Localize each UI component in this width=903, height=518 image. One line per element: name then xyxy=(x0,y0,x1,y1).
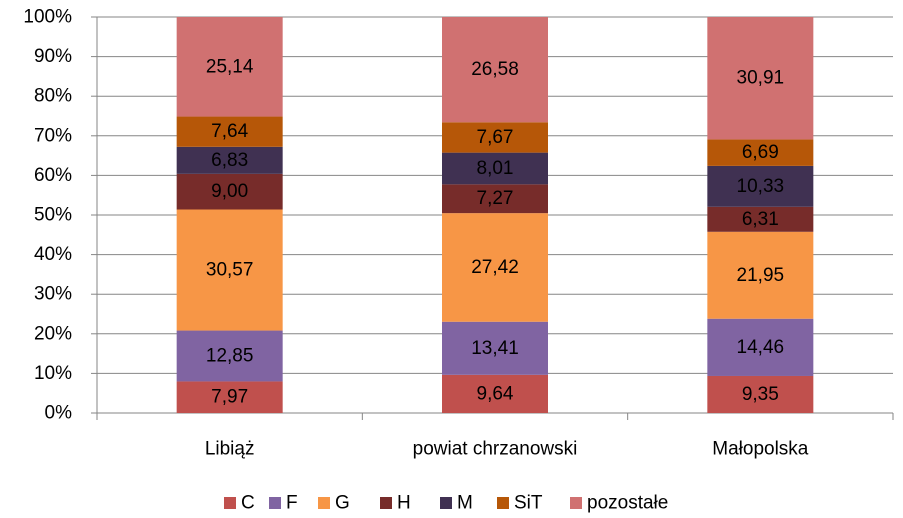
y-tick-label: 80% xyxy=(34,86,72,107)
data-label: 21,95 xyxy=(737,265,785,286)
bar-segment xyxy=(442,213,548,322)
data-label: 14,46 xyxy=(737,337,785,358)
y-axis-ticks: 0% 10% 20% 30% 40% 50% 60% 70% 80% 90% 100% xyxy=(23,7,97,424)
data-label: 6,69 xyxy=(742,142,779,163)
bar-segment xyxy=(707,231,814,319)
bar-segment xyxy=(707,165,814,207)
bar-segment xyxy=(176,173,283,210)
data-label: 7,97 xyxy=(211,387,248,408)
data-label: 7,27 xyxy=(477,188,514,209)
legend-label: pozostałe xyxy=(587,493,668,514)
bar-segment xyxy=(176,209,283,331)
bar-segment xyxy=(176,381,283,413)
bar-segment xyxy=(442,17,548,123)
legend-swatch xyxy=(318,497,330,509)
y-tick-label: 70% xyxy=(34,125,72,146)
y-tick-label: 50% xyxy=(34,205,72,226)
y-tick-label: 10% xyxy=(34,363,72,384)
data-label: 6,31 xyxy=(742,209,779,230)
bar-segment xyxy=(707,17,814,140)
data-label: 25,14 xyxy=(206,56,254,77)
data-label: 7,64 xyxy=(211,121,248,142)
category-label: powiat chrzanowski xyxy=(413,439,578,460)
y-tick-label: 20% xyxy=(34,323,72,344)
data-label: 26,58 xyxy=(471,59,519,80)
y-tick-label: 100% xyxy=(23,7,72,28)
category-label: Małopolska xyxy=(712,439,809,460)
bar-segment xyxy=(707,139,814,166)
bar-segment xyxy=(442,321,548,375)
legend-label: F xyxy=(286,493,298,514)
bar-segment xyxy=(707,375,814,413)
bar-segment xyxy=(176,116,283,147)
bar-segment xyxy=(707,318,814,376)
legend-swatch xyxy=(380,497,392,509)
legend-label: SiT xyxy=(514,493,543,514)
legend-label: H xyxy=(397,493,411,514)
data-label: 30,57 xyxy=(206,260,254,281)
data-label: 30,91 xyxy=(737,68,785,89)
data-label: 10,33 xyxy=(737,176,785,197)
category-labels: Libiąż powiat chrzanowski Małopolska xyxy=(205,439,809,460)
bar-segment xyxy=(442,184,548,214)
legend-swatch xyxy=(440,497,452,509)
legend: C F G H M SiT pozostałe xyxy=(224,493,668,514)
data-label: 13,41 xyxy=(471,338,519,359)
data-label: 7,67 xyxy=(477,127,514,148)
data-label: 12,85 xyxy=(206,345,254,366)
y-tick-label: 0% xyxy=(45,403,73,424)
legend-label: G xyxy=(335,493,350,514)
data-label: 27,42 xyxy=(471,257,519,278)
bar-segment xyxy=(707,206,814,232)
data-label: 6,83 xyxy=(211,150,248,171)
y-tick-label: 60% xyxy=(34,165,72,186)
bar-segment xyxy=(442,122,548,153)
bar-segment xyxy=(442,374,548,413)
legend-label: C xyxy=(241,493,255,514)
legend-label: M xyxy=(457,493,473,514)
bars: 7,97 12,85 30,57 9,00 6,83 7,64 25,14 9,64 13,41… xyxy=(176,17,814,413)
legend-swatch xyxy=(497,497,509,509)
data-label: 8,01 xyxy=(477,158,514,179)
data-label: 9,00 xyxy=(211,181,248,202)
data-label: 9,64 xyxy=(477,383,514,404)
y-tick-label: 40% xyxy=(34,244,72,265)
legend-swatch xyxy=(269,497,281,509)
bar-segment xyxy=(176,330,283,382)
y-tick-label: 30% xyxy=(34,284,72,305)
bar-segment xyxy=(176,17,283,117)
bar-segment xyxy=(176,146,283,174)
y-tick-label: 90% xyxy=(34,46,72,67)
data-label: 9,35 xyxy=(742,384,779,405)
legend-swatch xyxy=(570,497,582,509)
legend-swatch xyxy=(224,497,236,509)
bar-segment xyxy=(442,152,548,185)
category-label: Libiąż xyxy=(205,439,255,460)
